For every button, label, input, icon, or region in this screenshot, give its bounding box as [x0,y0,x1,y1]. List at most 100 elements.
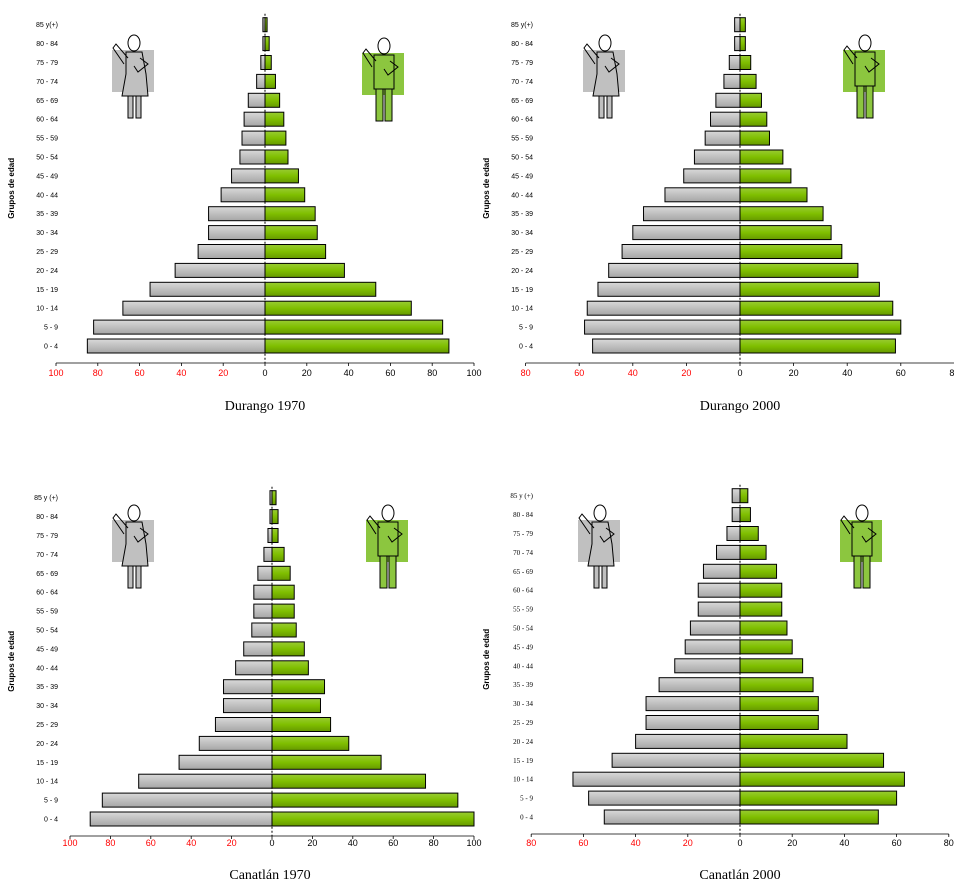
x-tick-label: 40 [344,368,354,378]
female-bar [710,111,741,127]
female-bar [251,622,273,638]
female-bar [715,92,741,108]
male-bar [271,546,285,562]
x-tick-label: 20 [683,838,693,848]
male-bar [271,735,350,751]
chart-caption: Durango 1970 [224,399,306,414]
category-label: 25 - 29 [511,249,533,256]
female-bar [253,584,273,600]
category-label: 50 - 54 [513,625,533,633]
pyramid-svg: 0 - 4 5 - 9 10 - 14 15 - 19 20 - 24 25 - 29 30… [7,13,482,378]
category-label: 35 - 39 [513,681,533,689]
category-label: 35 - 39 [36,211,58,218]
female-bar [608,262,741,278]
male-bar [264,338,450,354]
x-tick-label: 100 [466,368,481,378]
x-tick-label: 20 [227,838,237,848]
male-bar [264,206,316,222]
chart-caption: Durango 2000 [699,399,781,414]
male-bar [739,715,819,730]
female-bar [260,55,266,70]
female-figure-icon [112,504,154,589]
male-bar [264,73,276,89]
female-figure-icon [112,34,154,119]
female-bar [93,319,266,335]
category-label: 55 - 59 [36,136,58,143]
male-bar [264,92,281,108]
female-bar [243,641,273,657]
category-label: 5 - 9 [44,325,58,332]
x-tick-label: 80 [526,838,536,848]
female-bar [149,281,266,297]
x-tick-label: 80 [429,838,439,848]
male-bar [739,507,751,523]
female-bar [683,168,741,184]
male-bar [264,300,412,316]
male-bar [739,658,804,674]
x-tick-label: 100 [466,838,481,848]
category-label: 60 - 64 [36,117,58,124]
male-bar [264,111,285,127]
female-bar [588,790,741,806]
female-bar [726,526,741,541]
x-tick-label: 80 [944,838,954,848]
male-bar [739,187,808,203]
chart-canatlan-2000: 0 - 4 5 - 9 10 - 14 15 - 19 20 - 24 25 - 29 30… [475,470,954,890]
category-label: 50 - 54 [36,628,58,635]
x-tick-label: 0 [269,838,274,848]
male-bar [739,771,905,787]
category-label: 80 - 84 [513,511,533,519]
category-label: 55 - 59 [36,609,58,616]
male-bar [739,620,788,636]
male-bar [264,149,289,165]
y-axis-title: Grupos de edad [482,158,491,219]
category-label: 10 - 14 [36,779,58,786]
female-bar [223,679,273,695]
male-bar [739,262,859,278]
category-label: 60 - 64 [513,587,533,595]
category-label: 30 - 34 [513,700,533,708]
category-label: 80 - 84 [36,41,58,48]
male-bar [739,563,778,579]
male-bar [264,36,270,52]
female-bar [632,225,741,241]
category-label: 20 - 24 [513,738,533,746]
male-figure-icon [840,504,882,589]
category-label: 40 - 44 [36,665,58,672]
male-bar [264,17,268,33]
female-bar [256,73,266,89]
female-bar [684,639,741,655]
category-label: 0 - 4 [44,344,58,351]
category-label: 5 - 9 [519,325,533,332]
male-bar [271,622,297,638]
male-bar [264,244,327,259]
category-label: 40 - 44 [36,192,58,199]
category-label: 80 - 84 [511,41,533,48]
category-label: 55 - 59 [513,606,533,614]
male-bar [739,300,894,316]
category-label: 50 - 54 [36,155,58,162]
x-tick-label: 80 [949,368,954,378]
male-bar [739,149,784,165]
x-tick-label: 40 [631,838,641,848]
category-label: 25 - 29 [513,719,533,727]
female-bar [728,55,741,70]
category-label: 35 - 39 [36,684,58,691]
female-bar [645,715,741,730]
female-bar [243,111,266,127]
female-bar [689,620,741,636]
male-bar [739,601,783,617]
y-axis-title: Grupos de edad [7,158,16,219]
female-bar [697,582,741,598]
x-tick-label: 60 [578,838,588,848]
female-bar [208,225,266,241]
category-label: 75 - 79 [511,60,533,67]
male-bar [739,639,793,655]
x-tick-label: 20 [307,838,317,848]
category-label: 45 - 49 [36,173,58,180]
female-bar [643,206,741,222]
x-tick-label: 60 [135,368,145,378]
male-bar [739,582,783,598]
category-label: 40 - 44 [511,192,533,199]
male-bar [739,168,792,184]
